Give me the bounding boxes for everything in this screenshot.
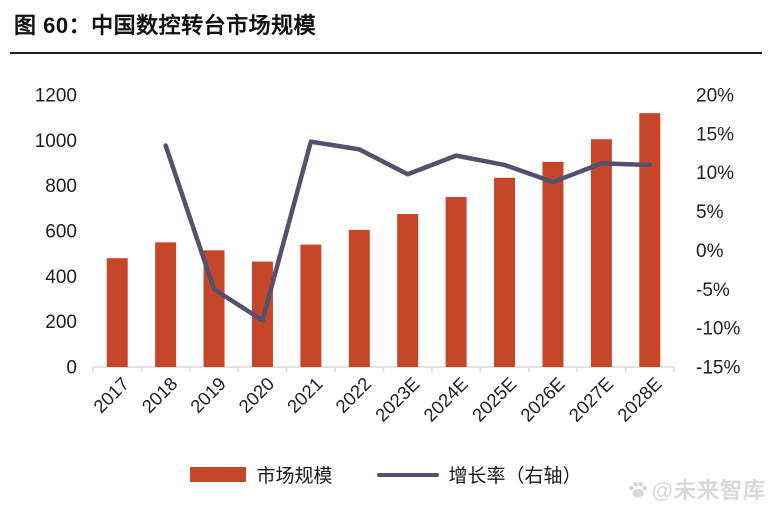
right-axis-tick-label: 0% — [696, 241, 724, 262]
bar-2022 — [348, 229, 370, 367]
bar-2021 — [300, 244, 322, 367]
x-axis-label-2018: 2018 — [138, 373, 182, 417]
right-axis-tick-label: 10% — [696, 163, 734, 184]
right-axis-tick-label: 15% — [696, 124, 734, 145]
x-axis-label-2020: 2020 — [234, 373, 278, 417]
left-axis-tick-label: 0 — [66, 358, 77, 379]
left-axis-tick-label: 1200 — [35, 86, 77, 107]
x-axis-label-2025E: 2025E — [468, 373, 521, 426]
x-axis-label-2027E: 2027E — [565, 373, 618, 426]
bar-2026E — [542, 161, 564, 367]
right-axis-tick-label: -5% — [696, 280, 730, 301]
x-axis-label-2019: 2019 — [186, 373, 230, 417]
legend-item-market-size: 市场规模 — [190, 461, 333, 488]
x-axis-label-2026E: 2026E — [516, 373, 569, 426]
left-axis-tick-label: 600 — [45, 222, 77, 243]
left-axis-tick-label: 1000 — [35, 131, 77, 152]
x-axis-label-2024E: 2024E — [419, 373, 472, 426]
left-axis-tick-label: 200 — [45, 312, 77, 333]
right-axis-tick-label: -15% — [696, 358, 740, 379]
bar-2018 — [155, 242, 177, 367]
bar-2025E — [494, 177, 516, 367]
right-axis-tick-label: 5% — [696, 202, 724, 223]
market-size-combo-chart: 0 200 400 600 800 1000 1200 -15% -10% -5% 0% 5% 10% 1… — [35, 86, 741, 426]
x-axis-label-2022: 2022 — [331, 373, 375, 417]
left-axis-tick-label: 800 — [45, 176, 77, 197]
bar-2024E — [445, 197, 467, 367]
title-divider — [10, 52, 762, 54]
bar-2017 — [106, 258, 128, 367]
legend-label-growth-rate: 增长率（右轴） — [448, 466, 582, 487]
watermark: @未来智库 — [627, 473, 766, 505]
legend-label-market-size: 市场规模 — [256, 466, 333, 487]
paw-icon — [628, 481, 647, 498]
x-axis-label-2023E: 2023E — [371, 373, 424, 426]
bar-2023E — [397, 214, 419, 367]
left-axis-tick-label: 400 — [45, 267, 77, 288]
right-axis-tick-label: 20% — [696, 86, 734, 107]
legend-item-growth-rate: 增长率（右轴） — [376, 461, 582, 488]
bar-series-swatch — [190, 467, 247, 482]
chart-legend: 市场规模 增长率（右轴） — [0, 461, 772, 488]
figure-header: 图 60：中国数控转台市场规模 — [0, 0, 772, 54]
right-axis-tick-label: -10% — [696, 319, 740, 340]
line-series-swatch — [376, 472, 439, 477]
growth-rate-line — [163, 139, 653, 323]
watermark-text: @未来智库 — [651, 478, 766, 503]
x-axis-label-2028E: 2028E — [613, 373, 666, 426]
x-axis-label-2017: 2017 — [89, 373, 133, 417]
figure-title: 图 60：中国数控转台市场规模 — [14, 13, 317, 38]
x-axis-label-2021: 2021 — [283, 373, 327, 417]
bar-2027E — [590, 139, 612, 367]
bar-2028E — [639, 113, 661, 367]
